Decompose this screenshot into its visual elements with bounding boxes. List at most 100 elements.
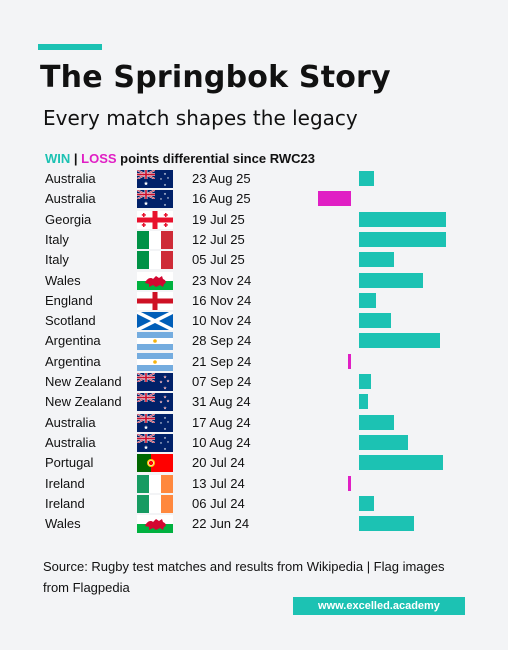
table-row: New Zealand 07 Sep 24	[0, 372, 508, 392]
opponent-label: Australia	[45, 414, 96, 430]
legend-win-label: WIN	[45, 151, 71, 166]
match-date: 07 Sep 24	[192, 374, 252, 389]
argentina-flag	[137, 332, 173, 351]
opponent-label: Portugal	[45, 455, 94, 471]
match-date: 23 Aug 25	[192, 171, 251, 186]
match-date: 21 Sep 24	[192, 353, 252, 369]
win-bar	[359, 516, 415, 532]
georgia-flag	[137, 210, 173, 229]
match-date: 19 Jul 25	[192, 211, 245, 227]
opponent-label: Scotland	[45, 313, 96, 329]
ireland-flag	[137, 494, 173, 513]
website-badge: www.excelled.academy	[293, 597, 465, 615]
match-date: 13 Jul 24	[192, 475, 245, 491]
opponent-label: New Zealand	[45, 394, 122, 410]
italy-flag	[137, 251, 173, 270]
table-row: Argentina 21 Sep 24	[0, 352, 508, 372]
table-row: New Zealand 31 Aug 24	[0, 392, 508, 412]
opponent-label: Wales	[45, 272, 81, 288]
match-date: 17 Aug 24	[192, 414, 251, 430]
italy-flag	[137, 230, 173, 249]
win-bar	[359, 211, 446, 227]
win-bar	[359, 495, 374, 511]
win-bar	[359, 374, 371, 389]
table-row: Ireland 06 Jul 24	[0, 494, 508, 514]
legend-description: points differential since RWC23	[116, 151, 315, 166]
table-row: Ireland 13 Jul 24	[0, 474, 508, 494]
match-date: 28 Sep 24	[192, 333, 252, 349]
opponent-label: Argentina	[45, 353, 101, 369]
match-date: 10 Nov 24	[192, 313, 252, 329]
table-row: Georgia 19 Jul 25	[0, 210, 508, 230]
win-bar	[359, 414, 394, 430]
match-date: 31 Aug 24	[192, 394, 251, 410]
table-row: Wales 23 Nov 24	[0, 271, 508, 291]
win-bar	[359, 272, 423, 288]
page-title: The Springbok Story	[40, 60, 391, 95]
match-date: 23 Nov 24	[192, 272, 252, 288]
win-bar	[359, 394, 368, 410]
opponent-label: New Zealand	[45, 374, 122, 389]
opponent-label: Wales	[45, 516, 81, 532]
match-date: 12 Jul 25	[192, 231, 245, 247]
table-row: Scotland 10 Nov 24	[0, 310, 508, 332]
opponent-label: Australia	[45, 171, 96, 186]
opponent-label: Italy	[45, 231, 69, 247]
opponent-label: Ireland	[45, 495, 85, 511]
scotland-flag	[136, 310, 174, 332]
australia-flag	[137, 433, 173, 452]
wales-flag	[137, 271, 173, 290]
portugal-flag	[137, 454, 173, 473]
opponent-label: Georgia	[45, 211, 92, 227]
legend-loss-label: LOSS	[81, 151, 117, 166]
table-row: Australia 16 Aug 25	[0, 189, 508, 209]
win-bar	[359, 292, 377, 308]
match-date: 16 Nov 24	[192, 292, 252, 308]
new-zealand-flag	[137, 373, 173, 391]
argentina-flag	[137, 352, 173, 371]
loss-bar	[318, 191, 351, 207]
win-bar	[359, 333, 441, 349]
win-bar	[359, 171, 374, 186]
match-date: 22 Jun 24	[192, 516, 250, 532]
australia-flag	[137, 190, 173, 209]
table-row: Italy 05 Jul 25	[0, 250, 508, 270]
table-row: Italy 12 Jul 25	[0, 230, 508, 250]
opponent-label: Italy	[45, 252, 69, 268]
table-row: Australia 23 Aug 25	[0, 169, 508, 189]
win-bar	[359, 434, 409, 450]
win-bar	[359, 455, 444, 471]
opponent-label: Australia	[45, 191, 96, 207]
table-row: Argentina 28 Sep 24	[0, 331, 508, 351]
england-flag	[137, 291, 173, 310]
opponent-label: Argentina	[45, 333, 101, 349]
loss-bar	[348, 353, 351, 369]
match-date: 10 Aug 24	[192, 434, 251, 450]
ireland-flag	[137, 474, 173, 493]
opponent-label: Australia	[45, 434, 96, 450]
australia-flag	[137, 170, 173, 188]
title-accent-bar	[38, 44, 102, 50]
match-date: 20 Jul 24	[192, 455, 245, 471]
match-date: 06 Jul 24	[192, 495, 245, 511]
win-bar	[359, 252, 394, 268]
win-bar	[359, 231, 446, 247]
new-zealand-flag	[137, 393, 173, 412]
opponent-label: Ireland	[45, 475, 85, 491]
page-subtitle: Every match shapes the legacy	[43, 106, 358, 130]
match-date: 16 Aug 25	[192, 191, 251, 207]
legend-separator: |	[70, 151, 82, 166]
table-row: Australia 17 Aug 24	[0, 413, 508, 433]
chart-legend: WIN | LOSS points differential since RWC…	[45, 151, 315, 166]
wales-flag	[137, 515, 173, 534]
match-date: 05 Jul 25	[192, 252, 245, 268]
table-row: Portugal 20 Jul 24	[0, 453, 508, 473]
loss-bar	[348, 475, 351, 491]
opponent-label: England	[45, 292, 93, 308]
win-bar	[359, 313, 391, 329]
table-row: Australia 10 Aug 24	[0, 433, 508, 453]
australia-flag	[137, 413, 173, 432]
source-note: Source: Rugby test matches and results f…	[43, 559, 445, 595]
table-row: Wales 22 Jun 24	[0, 514, 508, 534]
